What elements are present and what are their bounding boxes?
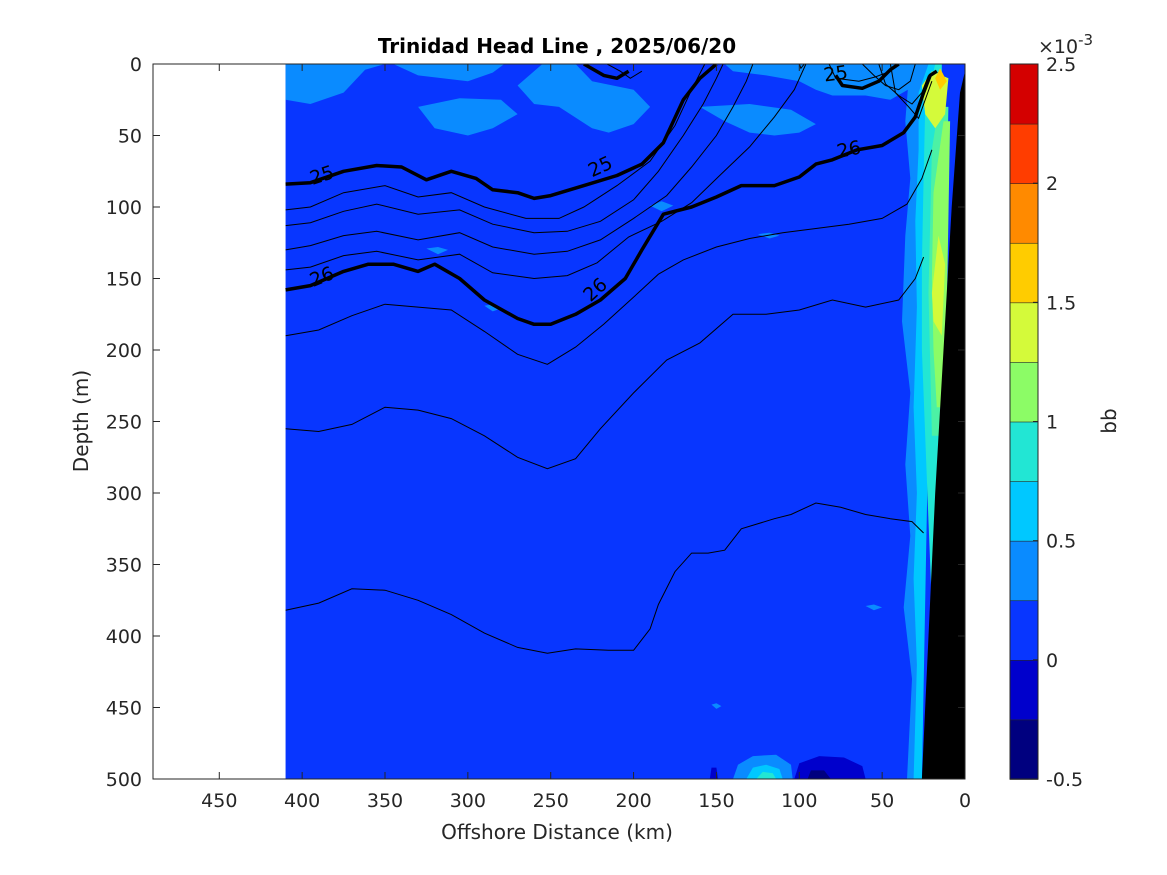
colorbar-tick-label: 1 [1046,412,1058,434]
y-tick-label: 100 [106,197,142,219]
colorbar-tick-label: 2 [1046,173,1058,195]
x-tick-label: 450 [201,790,237,812]
colorbar-exponent-base: ×10 [1038,36,1078,58]
colorbar-tick-label: 1.5 [1046,292,1076,314]
x-tick-label: 200 [615,790,651,812]
colorbar-band [1009,421,1039,482]
contour-line [285,64,724,234]
colorbar-exponent-power: -3 [1078,31,1093,49]
colorbar-exponent: ×10-3 [1038,31,1093,58]
bathymetry [921,64,965,779]
colorbar-band [1009,242,1039,304]
y-tick-label: 450 [106,698,142,720]
y-tick-label: 50 [118,126,142,148]
x-tick-label: 350 [367,790,403,812]
field-patch [711,703,722,709]
field-patch [650,201,674,212]
y-tick-label: 300 [106,483,142,505]
x-tick-label: 100 [781,790,817,812]
colorbar-tick-label: 0.5 [1046,531,1076,553]
contour-label: 26 [835,137,863,164]
contour-line [285,502,924,654]
field-patch [517,64,651,133]
x-tick-label: 150 [698,790,734,812]
colorbar-band [1009,361,1039,423]
x-tick-label: 250 [533,790,569,812]
y-axis: 0 50 100 150 200 250 300 350 400 450 500 [106,54,965,791]
field-patch [418,98,518,136]
colorbar-tick-label: 2.5 [1046,54,1076,76]
colorbar-tick-label: -0.5 [1046,769,1083,791]
contour-line [861,64,916,91]
colorbar-ticks: 2.5 2 1.5 1 0.5 0 -0.5 [1033,54,1083,791]
y-tick-label: 350 [106,555,142,577]
field-patch [756,771,777,779]
colorbar-swatches [1009,63,1039,780]
contour-line-thick [834,64,900,91]
contour-line [798,64,805,70]
field-patch [699,104,816,136]
x-tick-label: 300 [450,790,486,812]
y-tick-label: 250 [106,412,142,434]
colorbar-tick-label: 0 [1046,650,1058,672]
x-axis: 450 400 350 300 250 200 150 100 50 0 [201,64,971,812]
colorbar-band [1009,480,1039,542]
colorbar-band [1009,182,1039,244]
x-tick-label: 0 [959,790,971,812]
colorbar-band [1009,599,1039,661]
contour-line [285,64,807,280]
colorbar-band [1009,540,1039,602]
field-patch [484,304,501,312]
contour-line-thick [285,64,718,201]
density-contours [285,64,938,654]
field-background [285,64,965,779]
y-tick-label: 0 [130,54,142,76]
colorbar-band [1009,659,1039,721]
field-patch [931,235,946,336]
contour-line-thick [285,69,938,327]
field-patch [807,770,831,779]
colorbar: 2.5 2 1.5 1 0.5 0 -0.5 ×10-3 bb [1009,31,1121,791]
field-patch [393,64,505,82]
contour-line [889,64,933,120]
field-patch [935,68,947,90]
field-patch [285,64,385,104]
colorbar-band [1009,302,1039,363]
contour-line-thick [583,64,630,81]
y-tick-label: 500 [106,769,142,791]
colorbar-band [1009,63,1039,125]
y-axis-label: Depth (m) [69,370,93,472]
x-tick-label: 400 [284,790,320,812]
colorbar-band [1009,123,1039,184]
colorbar-label: bb [1097,408,1121,433]
y-tick-label: 200 [106,340,142,362]
contour-label: 25 [822,61,849,86]
x-tick-label: 50 [870,790,894,812]
x-axis-label: Offshore Distance (km) [441,820,673,844]
colorbar-band [1009,719,1039,780]
field-patch [724,64,924,100]
contour-line [285,149,933,365]
y-tick-label: 150 [106,269,142,291]
contour-line [285,64,754,255]
chart-title: Trinidad Head Line , 2025/06/20 [378,34,736,58]
y-tick-label: 400 [106,626,142,648]
field-patch [426,247,448,255]
contour-line [285,256,925,470]
field-patch [865,604,883,611]
seafloor [921,64,965,779]
